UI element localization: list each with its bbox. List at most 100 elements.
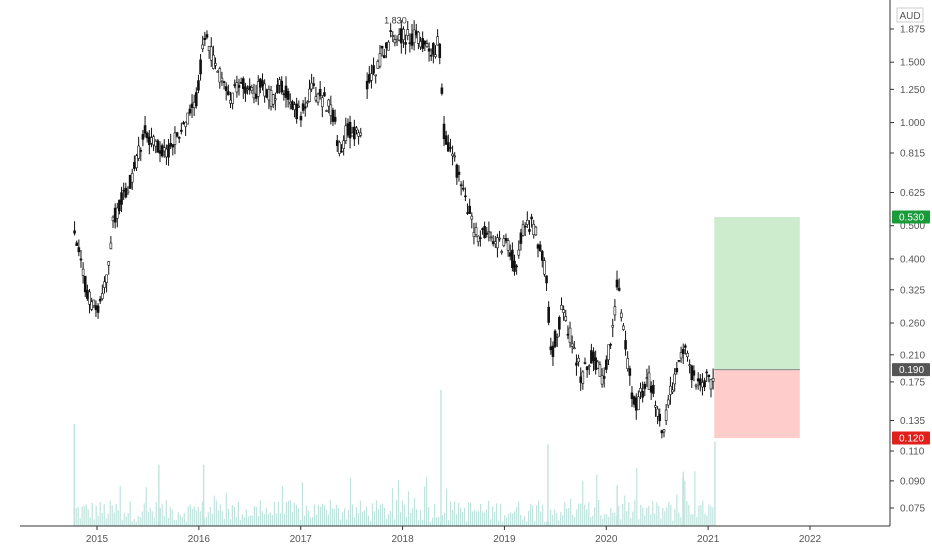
- volume-bar: [221, 511, 223, 526]
- candle-body: [338, 142, 341, 154]
- candle-body: [75, 242, 79, 246]
- candle-body: [690, 365, 694, 381]
- volume-bar: [662, 507, 664, 526]
- volume-bar: [451, 509, 454, 526]
- candle-body: [447, 142, 450, 152]
- candle-body: [92, 299, 96, 306]
- volume-bar: [81, 506, 83, 526]
- volume-bar: [361, 511, 364, 526]
- candle-body: [624, 340, 627, 350]
- risk-reward-zones: [714, 217, 800, 439]
- y-tick-label: 0.500: [900, 221, 925, 232]
- x-tick-label: 2022: [799, 534, 822, 545]
- volume-bar: [265, 508, 267, 526]
- candle-body: [489, 236, 493, 239]
- candle-body: [617, 287, 621, 291]
- volume-bars: [73, 390, 716, 526]
- volume-bar: [295, 504, 298, 526]
- volume-bar: [75, 508, 77, 526]
- candle-body: [711, 378, 715, 382]
- volume-bar: [393, 519, 396, 526]
- candle-body: [549, 346, 553, 350]
- volume-bar: [158, 464, 160, 526]
- candle-body: [705, 371, 709, 374]
- volume-bar: [121, 519, 123, 526]
- candle-body: [449, 147, 452, 149]
- volume-bar: [658, 505, 660, 526]
- volume-bar: [546, 521, 548, 526]
- candle-body: [150, 137, 153, 144]
- volume-bar: [413, 497, 416, 526]
- candle-body: [438, 43, 442, 58]
- candle-body: [455, 164, 459, 178]
- candle-body: [143, 125, 147, 134]
- candle-body: [553, 330, 557, 347]
- volume-bar: [133, 519, 135, 526]
- candle-body: [476, 235, 480, 242]
- candle-body: [107, 261, 111, 266]
- candle-body: [148, 136, 151, 145]
- candle-body: [652, 385, 655, 394]
- candle-body: [474, 227, 478, 235]
- candle-body: [545, 275, 548, 284]
- volume-bar: [317, 504, 320, 526]
- volume-bar: [660, 518, 662, 526]
- candle-body: [124, 187, 128, 198]
- volume-bar: [395, 500, 398, 526]
- high-price-annotation: 1.830: [384, 16, 407, 26]
- candle-body: [707, 374, 711, 378]
- volume-bar: [490, 519, 492, 526]
- candle-body: [139, 150, 143, 152]
- candle-body: [609, 343, 612, 346]
- volume-bar: [632, 511, 634, 526]
- candle-body: [436, 36, 439, 46]
- volume-bar: [423, 486, 426, 526]
- volume-bar: [622, 503, 624, 526]
- candle-body: [177, 137, 181, 139]
- candle-body: [227, 91, 230, 96]
- y-tick-label: 0.135: [900, 416, 925, 427]
- candle-body: [201, 44, 205, 50]
- volume-bar: [117, 510, 119, 526]
- candle-body: [493, 241, 497, 245]
- volume-bar: [467, 502, 470, 526]
- volume-bar: [123, 513, 125, 526]
- volume-bar: [77, 507, 79, 526]
- volume-bar: [453, 501, 456, 526]
- candle-body: [252, 92, 256, 99]
- volume-bar: [604, 514, 606, 526]
- volume-bar: [664, 511, 666, 526]
- candle-body: [472, 232, 476, 237]
- volume-bar: [528, 510, 530, 526]
- volume-bar: [315, 514, 318, 526]
- volume-bar: [686, 501, 688, 526]
- volume-bar: [355, 507, 358, 526]
- volume-bar: [127, 513, 129, 526]
- candle-body: [378, 53, 382, 67]
- volume-bar: [87, 509, 89, 526]
- volume-bar: [97, 515, 99, 526]
- volume-bar: [564, 501, 566, 526]
- price-tag: [892, 210, 930, 224]
- volume-bar: [427, 507, 430, 526]
- volume-bar: [666, 507, 668, 526]
- candle-body: [528, 229, 531, 232]
- volume-bar: [179, 515, 181, 526]
- volume-bar: [273, 501, 275, 526]
- volume-bar: [578, 503, 580, 526]
- x-tick-label: 2020: [595, 534, 618, 545]
- volume-bar: [275, 513, 277, 526]
- volume-bar: [231, 505, 233, 526]
- candle-body: [641, 390, 644, 398]
- volume-bar: [245, 509, 247, 526]
- currency-label: AUD: [899, 11, 920, 22]
- candle-body: [152, 136, 155, 146]
- volume-bar: [375, 500, 378, 526]
- candle-body: [414, 30, 418, 36]
- volume-bar: [73, 424, 75, 526]
- volume-bar: [518, 501, 520, 526]
- currency-label-box: AUD: [896, 7, 924, 23]
- volume-bar: [167, 517, 169, 526]
- candle-body: [353, 126, 356, 140]
